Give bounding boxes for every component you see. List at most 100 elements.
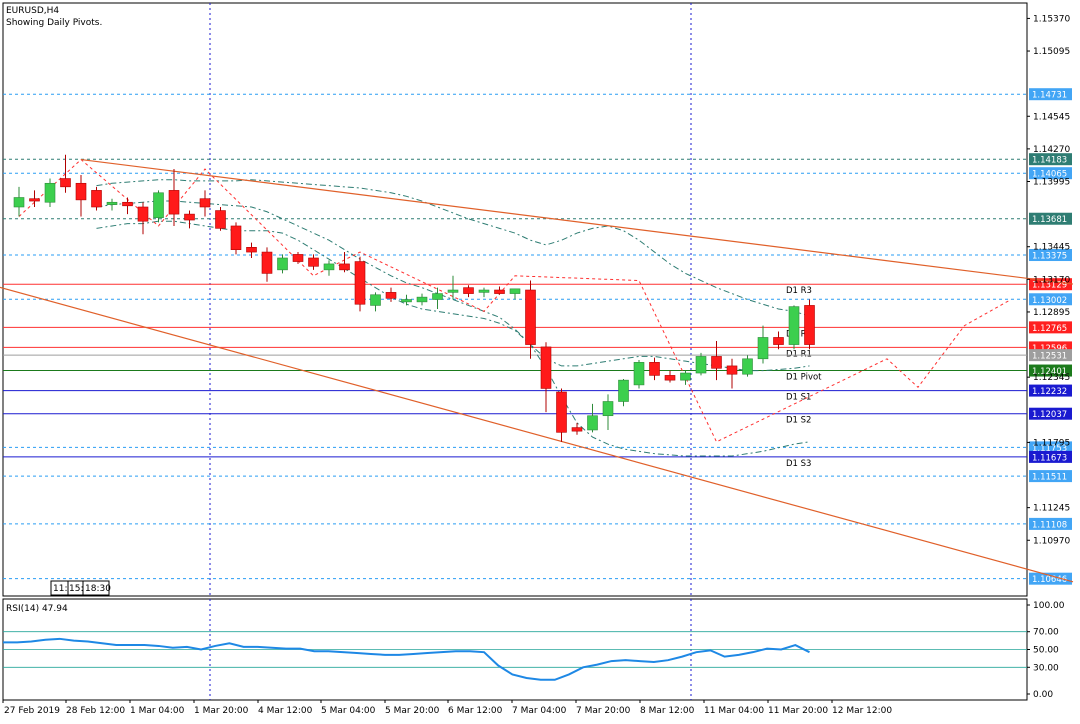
time-box[interactable]: 11: 15: 18:30 xyxy=(50,580,111,596)
price-level-tag xyxy=(1029,293,1072,306)
price-level-tag-label: 1.11511 xyxy=(1032,473,1067,483)
candle-body xyxy=(277,257,288,271)
time-axis-label: 12 Mar 12:00 xyxy=(832,706,892,716)
symbol-label: EURUSD,H4 xyxy=(6,6,59,16)
price-level-tag xyxy=(1029,450,1072,463)
price-axis-label: 1.15370 xyxy=(1033,14,1070,24)
price-level-tag xyxy=(1029,441,1072,454)
pivot-levels-layer: 1.14731 1.14183 1.14065 1.13681 1.13375 1.131… xyxy=(3,88,1072,585)
trendline xyxy=(0,286,1074,583)
rsi-axis-label: 0.00 xyxy=(1033,690,1053,700)
rsi-axis-label: 50.00 xyxy=(1033,646,1059,656)
candle-body xyxy=(122,201,133,207)
candle-body xyxy=(184,213,195,221)
price-level-tag-label: 1.12232 xyxy=(1032,387,1067,397)
candle-body xyxy=(587,415,598,431)
candle-body xyxy=(246,247,257,253)
price-level-tag xyxy=(1029,167,1072,180)
trendline xyxy=(80,158,1074,285)
candle-body xyxy=(680,372,691,381)
candle-body xyxy=(757,337,769,360)
candle-body xyxy=(494,289,505,294)
price-level-tag xyxy=(1029,249,1072,262)
time-box-hour: 11: xyxy=(53,584,67,594)
candle-body xyxy=(726,365,738,375)
time-axis-label: 5 Mar 20:00 xyxy=(385,706,440,716)
candle-body xyxy=(215,210,226,229)
price-level-tag-label: 1.11108 xyxy=(1032,520,1067,530)
price-axis-label: 1.14270 xyxy=(1033,145,1070,155)
pivot-name-label: D1 R1 xyxy=(786,349,812,359)
rsi-axis-label: 70.00 xyxy=(1033,628,1059,638)
time-axis-label: 27 Feb 2019 xyxy=(4,706,60,716)
time-axis-label: 5 Mar 04:00 xyxy=(321,706,376,716)
price-level-tag-label: 1.12765 xyxy=(1032,324,1067,334)
price-level-tag xyxy=(1029,349,1072,362)
candle-body xyxy=(416,296,428,303)
candle-body xyxy=(91,190,102,208)
candle-body xyxy=(711,356,722,369)
price-axis-label: 1.13170 xyxy=(1033,275,1070,285)
candle-body xyxy=(292,254,304,262)
price-level-tag xyxy=(1029,88,1072,101)
bollinger-lower-line xyxy=(96,220,810,457)
candle-body xyxy=(773,337,784,345)
candle-body xyxy=(742,358,753,375)
candle-body xyxy=(370,294,381,306)
candle-body xyxy=(13,197,25,208)
price-axis-label: 1.12895 xyxy=(1033,308,1070,318)
candle-body xyxy=(385,292,397,299)
pivot-name-label: D1 R3 xyxy=(786,286,812,296)
candle-body xyxy=(153,192,164,218)
rsi-axis-label: 30.00 xyxy=(1033,663,1059,673)
price-level-tag-label: 1.12596 xyxy=(1032,344,1067,354)
time-axis-label: 11 Mar 20:00 xyxy=(768,706,828,716)
price-axis-label: 1.14545 xyxy=(1033,112,1070,122)
candle-body xyxy=(401,299,412,303)
time-axis-label: 11 Mar 04:00 xyxy=(704,706,764,716)
price-level-tag xyxy=(1029,407,1072,420)
price-level-tag-label: 1.14183 xyxy=(1032,156,1067,166)
candle-body xyxy=(788,306,800,345)
subtitle-label: Showing Daily Pivots. xyxy=(6,18,102,28)
candle-body xyxy=(60,178,71,188)
candle-body xyxy=(540,346,552,389)
candle-body xyxy=(339,263,350,271)
candle-body xyxy=(354,261,366,305)
trendlines-layer xyxy=(0,158,1074,583)
candle-body xyxy=(571,427,583,432)
time-axis-label: 28 Feb 12:00 xyxy=(66,706,125,716)
candle-body xyxy=(804,305,815,345)
price-level-tag xyxy=(1029,364,1072,377)
price-level-tag-label: 1.14065 xyxy=(1032,170,1067,180)
time-axis-label: 7 Mar 04:00 xyxy=(512,706,567,716)
price-level-tag-label: 1.11673 xyxy=(1032,453,1067,463)
candle-body xyxy=(168,190,180,215)
time-axis-label: 6 Mar 12:00 xyxy=(448,706,503,716)
price-axis-label: 1.13445 xyxy=(1033,243,1070,253)
pivot-name-label: D1 S3 xyxy=(786,459,811,469)
rsi-axis-label: 100.00 xyxy=(1033,601,1065,611)
candle-body xyxy=(695,356,707,374)
candle-body xyxy=(432,293,443,300)
price-level-tag xyxy=(1029,212,1072,225)
rsi-line xyxy=(3,637,810,681)
price-axis-label: 1.13995 xyxy=(1033,177,1070,187)
candle-body xyxy=(44,182,56,203)
time-axis-label: 1 Mar 20:00 xyxy=(194,706,249,716)
price-level-tag xyxy=(1029,572,1072,585)
price-level-tag xyxy=(1029,321,1072,334)
price-level-tag xyxy=(1029,278,1072,291)
candle-body xyxy=(509,288,521,294)
pivot-name-label: D1 Pivot xyxy=(786,373,822,383)
candle-body xyxy=(308,257,319,267)
time-axis-label: 7 Mar 20:00 xyxy=(576,706,631,716)
candle-body xyxy=(478,289,490,293)
price-level-tag-label: 1.12401 xyxy=(1032,367,1067,377)
candle-body xyxy=(261,251,273,274)
price-level-tag-label: 1.11753 xyxy=(1032,444,1067,454)
rsi-label: RSI(14) 47.94 xyxy=(6,604,68,614)
price-level-tag-label: 1.13375 xyxy=(1032,252,1067,262)
